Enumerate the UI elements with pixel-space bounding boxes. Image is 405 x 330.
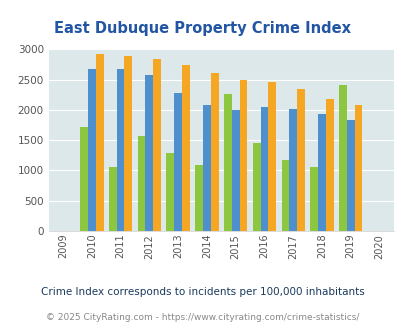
Bar <box>268 82 275 231</box>
Bar <box>153 58 161 231</box>
Text: Crime Index corresponds to incidents per 100,000 inhabitants: Crime Index corresponds to incidents per… <box>41 287 364 297</box>
Bar <box>109 167 117 231</box>
Bar <box>239 80 247 231</box>
Bar <box>137 136 145 231</box>
Bar <box>124 56 132 231</box>
Bar <box>338 84 346 231</box>
Bar <box>210 73 218 231</box>
Bar <box>296 89 304 231</box>
Bar <box>117 69 124 231</box>
Bar <box>202 105 210 231</box>
Text: East Dubuque Property Crime Index: East Dubuque Property Crime Index <box>54 21 351 36</box>
Bar <box>96 54 103 231</box>
Bar <box>145 75 153 231</box>
Bar <box>354 105 361 231</box>
Bar <box>224 94 231 231</box>
Bar <box>181 65 189 231</box>
Text: © 2025 CityRating.com - https://www.cityrating.com/crime-statistics/: © 2025 CityRating.com - https://www.city… <box>46 313 359 322</box>
Bar <box>281 160 289 231</box>
Bar <box>80 127 88 231</box>
Bar <box>166 153 174 231</box>
Bar <box>325 98 333 231</box>
Bar <box>174 93 181 231</box>
Bar <box>289 109 296 231</box>
Bar <box>252 143 260 231</box>
Bar <box>317 114 325 231</box>
Bar <box>260 107 268 231</box>
Bar <box>195 165 202 231</box>
Bar <box>346 120 354 231</box>
Bar <box>309 167 317 231</box>
Bar <box>231 110 239 231</box>
Bar <box>88 69 96 231</box>
